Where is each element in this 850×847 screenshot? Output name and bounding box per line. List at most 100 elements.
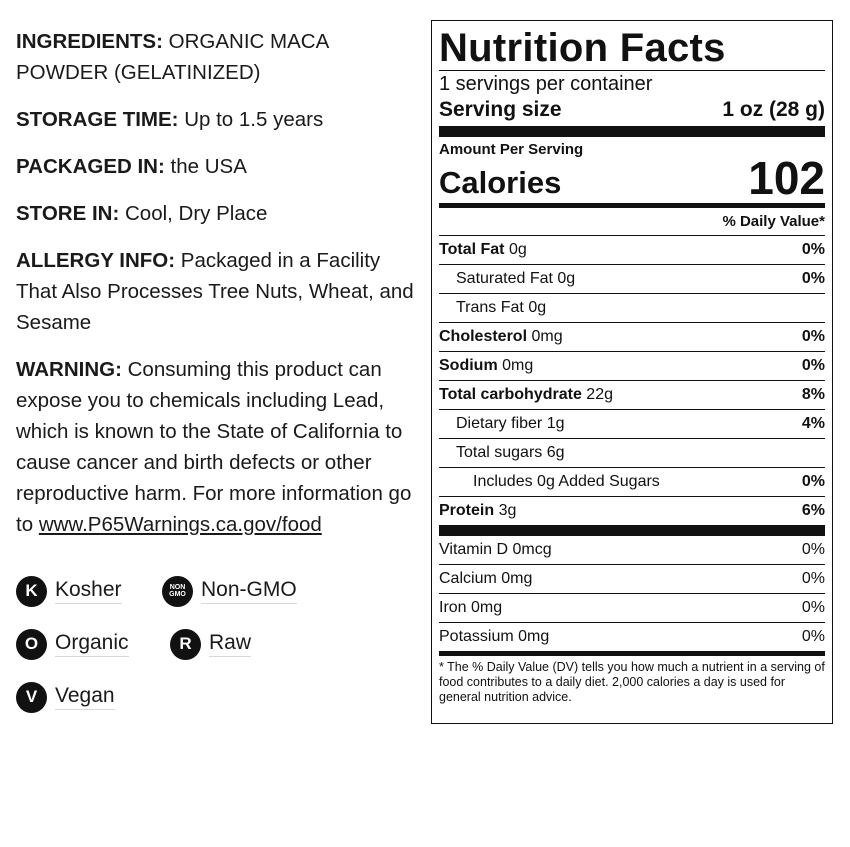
nutrient-name: Saturated Fat xyxy=(456,270,553,287)
nutrient-name: Trans Fat xyxy=(456,299,524,316)
organic-badge: O Organic xyxy=(16,626,129,662)
store-in-label: STORE IN: xyxy=(16,202,120,225)
non-gmo-badge: NON GMO Non-GMO xyxy=(162,573,297,609)
product-info: INGREDIENTS: ORGANIC MACA POWDER (GELATI… xyxy=(16,26,426,556)
nutrient-row-trans-fat: Trans Fat 0g xyxy=(439,293,825,322)
nutrient-row-protein: Protein 3g 6% xyxy=(439,496,825,525)
calories-row: Calories 102 xyxy=(439,152,825,204)
nutrient-amount: 0mg xyxy=(531,328,563,345)
daily-value-footnote: * The % Daily Value (DV) tells you how m… xyxy=(439,660,825,704)
packaged-in-value: the USA xyxy=(170,155,247,178)
serving-size-value: 1 oz (28 g) xyxy=(722,98,825,121)
vitamin-name: Potassium 0mg xyxy=(439,628,550,645)
nutrient-row-total-sugars: Total sugars 6g xyxy=(439,438,825,467)
nutrient-row-added-sugars: Includes 0g Added Sugars 0% xyxy=(439,467,825,496)
store-in-info: STORE IN: Cool, Dry Place xyxy=(16,198,426,229)
divider-medium xyxy=(439,203,825,208)
nutrient-dv: 6% xyxy=(801,502,825,519)
vitamin-name: Calcium 0mg xyxy=(439,570,533,587)
nutrient-row-cholesterol: Cholesterol 0mg 0% xyxy=(439,322,825,351)
nutrient-name: Total Fat xyxy=(439,241,505,258)
nutrient-name: Includes 0g Added Sugars xyxy=(473,473,660,490)
kosher-icon: K xyxy=(16,575,47,607)
serving-size-row: Serving size 1 oz (28 g) xyxy=(439,96,825,124)
raw-icon: R xyxy=(170,628,201,660)
store-in-value: Cool, Dry Place xyxy=(124,202,268,225)
nutrient-name: Total carbohydrate xyxy=(439,386,582,403)
nutrient-dv: 0% xyxy=(801,270,825,287)
nutrient-amount: 22g xyxy=(586,386,613,403)
nutrient-name: Protein xyxy=(439,502,495,519)
calories-value: 102 xyxy=(748,152,825,204)
vitamin-name: Vitamin D 0mcg xyxy=(439,541,552,558)
allergy-info: ALLERGY INFO: Packaged in a Facility Tha… xyxy=(16,245,426,338)
nutrient-dv: 4% xyxy=(801,415,825,432)
divider xyxy=(439,70,825,71)
vegan-label: Vegan xyxy=(55,684,115,710)
warning-info: WARNING: Consuming this product can expo… xyxy=(16,354,426,540)
divider-thick xyxy=(439,126,825,137)
nutrient-dv: 0% xyxy=(801,241,825,258)
nutrient-amount: 6g xyxy=(546,444,565,461)
packaged-in-info: PACKAGED IN: the USA xyxy=(16,151,426,182)
kosher-label: Kosher xyxy=(55,578,122,604)
vitamin-dv: 0% xyxy=(801,570,825,587)
nutrient-name: Dietary fiber xyxy=(456,415,543,432)
raw-badge: R Raw xyxy=(170,626,252,662)
non-gmo-label: Non-GMO xyxy=(201,578,297,604)
nutrient-amount: 0g xyxy=(557,270,576,287)
raw-label: Raw xyxy=(209,631,252,657)
ingredients-label: INGREDIENTS: xyxy=(16,30,163,53)
nutrition-facts-label: Nutrition Facts 1 servings per container… xyxy=(431,20,833,724)
nutrient-row-total-carbohydrate: Total carbohydrate 22g 8% xyxy=(439,380,825,409)
ingredients-value: ORGANIC MACA POWDER (GELATINIZED) xyxy=(16,30,329,84)
organic-icon: O xyxy=(16,628,47,660)
allergy-value: Packaged in a Facility That Also Process… xyxy=(16,249,414,334)
nutrient-dv: 0% xyxy=(801,357,825,374)
nutrient-amount: 1g xyxy=(546,415,565,432)
nutrient-name: Sodium xyxy=(439,357,498,374)
warning-label: WARNING: xyxy=(16,358,122,381)
nutrient-row-saturated-fat: Saturated Fat 0g 0% xyxy=(439,264,825,293)
divider-thick xyxy=(439,525,825,536)
nutrient-row-dietary-fiber: Dietary fiber 1g 4% xyxy=(439,409,825,438)
vitamin-name: Iron 0mg xyxy=(439,599,503,616)
daily-value-header: % Daily Value* xyxy=(722,213,825,230)
vitamin-row-calcium: Calcium 0mg 0% xyxy=(439,564,825,593)
vitamin-dv: 0% xyxy=(801,628,825,645)
nutrient-amount: 0g xyxy=(508,241,527,258)
nutrition-facts-title: Nutrition Facts xyxy=(439,26,726,70)
vitamin-dv: 0% xyxy=(801,599,825,616)
vegan-icon: V xyxy=(16,681,47,713)
storage-time-value: Up to 1.5 years xyxy=(184,108,324,131)
servings-per-container: 1 servings per container xyxy=(439,73,653,95)
serving-size-label: Serving size xyxy=(439,98,562,121)
p65-warnings-link[interactable]: www.P65Warnings.ca.gov/food xyxy=(38,513,322,536)
amount-per-serving: Amount Per Serving xyxy=(439,141,584,158)
nutrient-dv: 8% xyxy=(801,386,825,403)
divider-medium xyxy=(439,651,825,656)
nutrient-amount: 0mg xyxy=(502,357,534,374)
nutrient-row-sodium: Sodium 0mg 0% xyxy=(439,351,825,380)
allergy-label: ALLERGY INFO: xyxy=(16,249,176,272)
calories-label: Calories xyxy=(439,165,562,200)
vitamin-row-vitamin-d: Vitamin D 0mcg 0% xyxy=(439,536,825,564)
nutrient-name: Cholesterol xyxy=(439,328,528,345)
vegan-badge: V Vegan xyxy=(16,679,115,715)
vitamin-dv: 0% xyxy=(801,541,825,558)
nutrient-dv: 0% xyxy=(801,473,825,490)
organic-label: Organic xyxy=(55,631,129,657)
nutrient-name: Total sugars xyxy=(456,444,543,461)
nutrient-dv: 0% xyxy=(801,328,825,345)
packaged-in-label: PACKAGED IN: xyxy=(16,155,165,178)
non-gmo-icon: NON GMO xyxy=(162,575,193,607)
ingredients-info: INGREDIENTS: ORGANIC MACA POWDER (GELATI… xyxy=(16,26,426,88)
storage-time-label: STORAGE TIME: xyxy=(16,108,179,131)
storage-time-info: STORAGE TIME: Up to 1.5 years xyxy=(16,104,426,135)
kosher-badge: K Kosher xyxy=(16,573,122,609)
nutrient-amount: 0g xyxy=(528,299,547,316)
nutrient-amount: 3g xyxy=(498,502,517,519)
vitamin-row-potassium: Potassium 0mg 0% xyxy=(439,622,825,651)
nutrient-row-total-fat: Total Fat 0g 0% xyxy=(439,235,825,264)
warning-text: Consuming this product can expose you to… xyxy=(16,358,412,536)
